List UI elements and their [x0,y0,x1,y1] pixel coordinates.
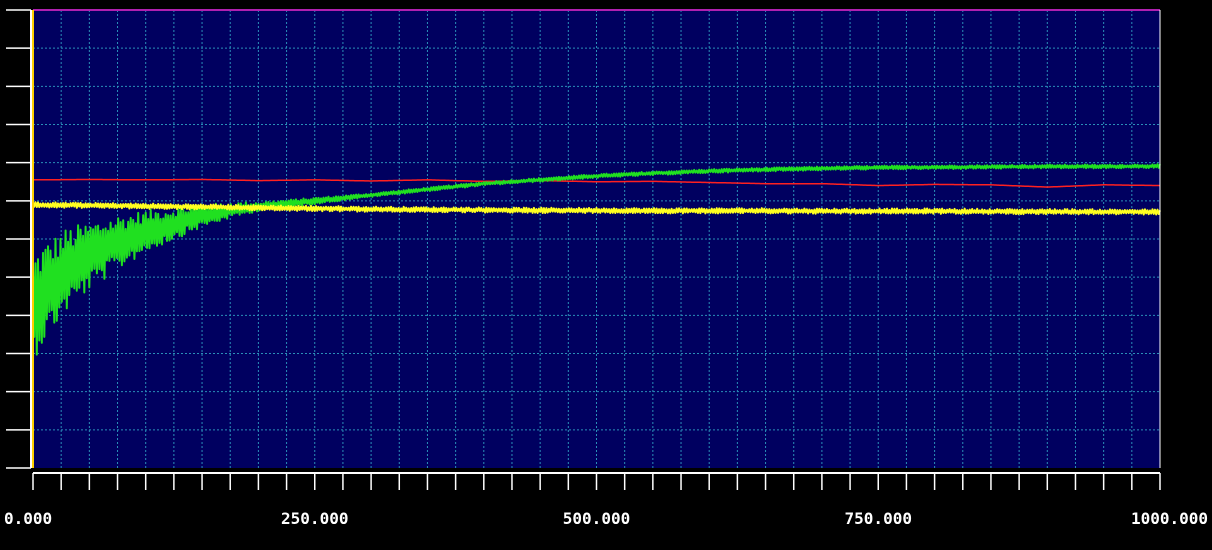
series-layer [32,9,1161,468]
x-tick-label: 1000.000 [1131,509,1208,528]
x-tick-label: 250.000 [281,509,348,528]
axes [6,9,1161,490]
series-2-line [32,163,1161,356]
x-tick-label: 500.000 [563,509,630,528]
series-3-line [32,201,1161,216]
grid [33,10,1160,468]
x-tick-label: 750.000 [845,509,912,528]
series-1-line [33,178,1161,188]
x-tick-label: 0.000 [4,509,52,528]
x-tick-labels: 0.000 250.000 500.000 750.000 1000.000 [4,509,1208,528]
